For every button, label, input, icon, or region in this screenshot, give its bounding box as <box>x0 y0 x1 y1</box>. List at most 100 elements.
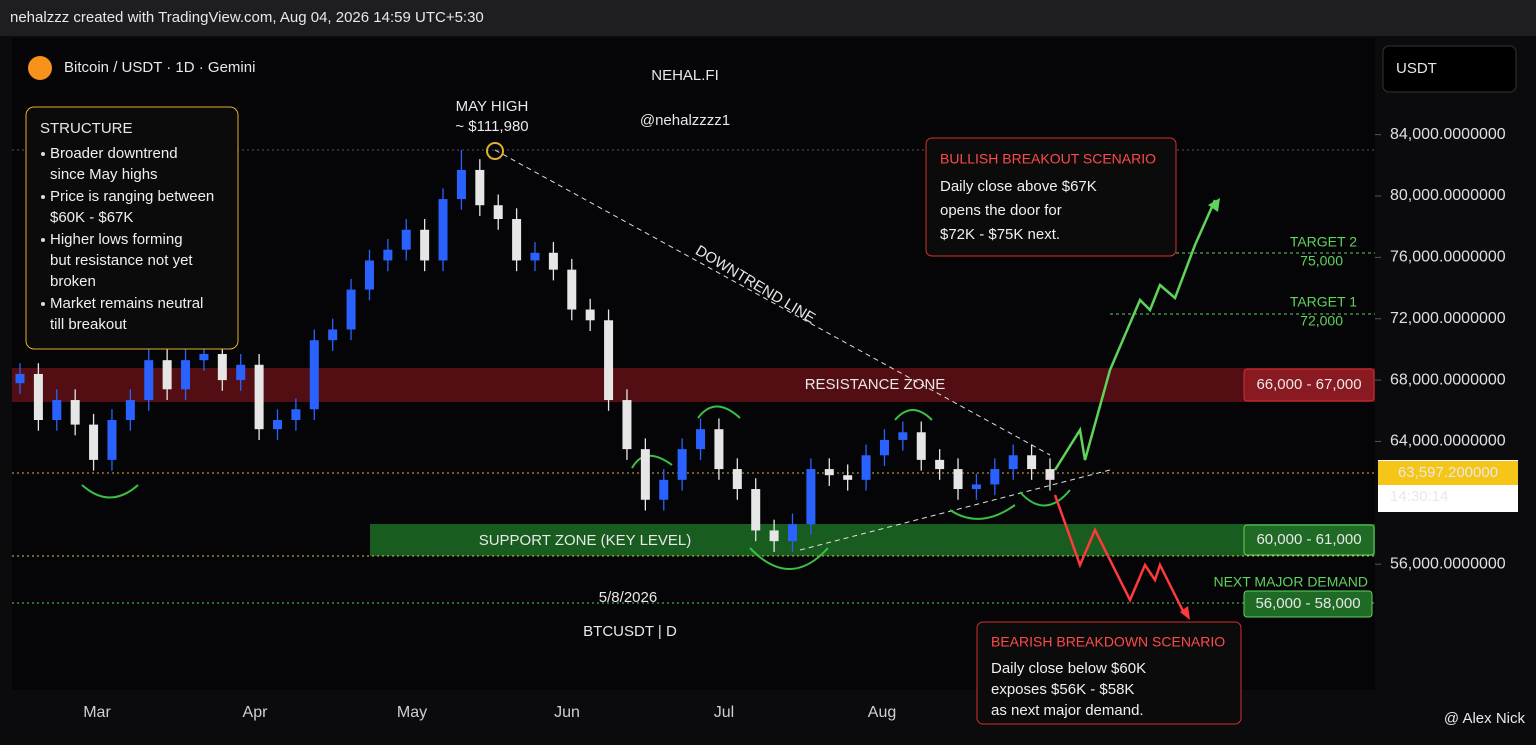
candle-body <box>916 432 926 460</box>
may-high-value: ~ $111,980 <box>455 118 528 135</box>
candle-body <box>383 249 393 261</box>
price-label: 63,597.200000 <box>1398 464 1498 481</box>
target2-value: 75,000 <box>1300 253 1343 269</box>
bullet-dot <box>41 302 45 306</box>
candle-body <box>254 364 264 430</box>
support-label: SUPPORT ZONE (KEY LEVEL) <box>479 532 692 549</box>
candle-body <box>714 429 724 470</box>
target1-label: TARGET 1 <box>1290 294 1357 310</box>
target1-value: 72,000 <box>1300 313 1343 329</box>
header-bar <box>0 0 1536 36</box>
candle-body <box>696 429 706 450</box>
may-high: MAY HIGH <box>456 98 529 115</box>
y-tick-label: 84,000.0000000 <box>1390 126 1506 143</box>
candle-body <box>604 320 614 401</box>
y-tick-label: 76,000.0000000 <box>1390 249 1506 266</box>
bullish-box <box>925 137 1177 257</box>
footer-symbol: BTCUSDT | D <box>583 623 677 640</box>
x-tick-label: May <box>397 704 427 721</box>
candle-body <box>162 360 172 390</box>
demand-tag <box>1243 590 1373 618</box>
candle-body <box>622 400 632 450</box>
bullish-line: $72K - $75K next. <box>940 226 1060 243</box>
footer-date: 5/8/2026 <box>599 589 657 606</box>
candle-body <box>70 400 80 425</box>
y-tick-label: 68,000.0000000 <box>1390 371 1506 388</box>
candle-body <box>843 475 853 480</box>
candle-body <box>1027 455 1037 470</box>
currency: USDT <box>1396 60 1437 77</box>
candle-body <box>971 484 981 490</box>
bearish-arrowhead <box>1180 606 1190 620</box>
bearish-line: as next major demand. <box>991 702 1144 719</box>
bullish-path <box>1053 199 1217 471</box>
handle: @nehalzzzz1 <box>640 112 730 129</box>
bullish-title: BULLISH BREAKOUT SCENARIO <box>940 151 1156 167</box>
candle-body <box>567 269 577 310</box>
x-tick-label: Jul <box>714 704 734 721</box>
candle-body <box>273 419 282 430</box>
candle-body <box>788 524 797 542</box>
candle-body <box>217 354 227 381</box>
x-tick-label: Jun <box>554 704 580 721</box>
candle-body <box>33 373 43 420</box>
bearish-path <box>1053 494 1187 616</box>
candle-body <box>144 360 154 401</box>
bullet-dot <box>41 238 45 242</box>
candle-body <box>861 455 871 480</box>
candle-body <box>677 449 687 480</box>
bearish-line: Daily close below $60K <box>991 660 1146 677</box>
candle-body <box>953 469 963 490</box>
candle-body <box>125 400 135 420</box>
candle-body <box>15 373 25 384</box>
candle-body <box>548 252 558 270</box>
candle-body <box>879 439 889 456</box>
candle-body <box>751 489 761 531</box>
credit: @ Alex Nick <box>1444 710 1526 727</box>
candle-body <box>364 260 374 290</box>
candles <box>15 149 1055 552</box>
candle-body <box>401 229 411 250</box>
candle-body <box>89 424 99 460</box>
structure-title: STRUCTURE <box>40 120 133 137</box>
candle-body <box>640 449 650 500</box>
bullet-dot <box>41 195 45 199</box>
x-tick-label: Mar <box>83 704 111 721</box>
demand-range: 56,000 - 58,000 <box>1255 595 1360 612</box>
candle-body <box>291 409 301 420</box>
candle-body <box>1045 469 1055 480</box>
bullet-text: Market remains neutral <box>50 295 203 312</box>
candle-body <box>456 169 466 200</box>
bullet-text: since May highs <box>50 166 158 183</box>
resistance-zone <box>12 368 1375 402</box>
symbol: Bitcoin / USDT · 1D · Gemini <box>64 59 255 76</box>
bullet-text: $60K - $67K <box>50 209 133 226</box>
price-tag-top <box>1378 461 1518 485</box>
candle-body <box>346 289 356 330</box>
bullish-line: opens the door for <box>940 202 1062 219</box>
candle-body <box>199 354 209 361</box>
resistance-range: 66,000 - 67,000 <box>1256 376 1361 393</box>
bullet-text: Broader downtrend <box>50 145 178 162</box>
candle-body <box>1008 455 1018 470</box>
candle-body <box>824 469 834 476</box>
may-high-marker <box>486 142 504 160</box>
structure-box <box>25 106 239 350</box>
candle-body <box>769 530 779 542</box>
candle-body <box>475 169 485 206</box>
resistance-label: RESISTANCE ZONE <box>805 376 946 393</box>
bearish-line: exposes $56K - $58K <box>991 681 1134 698</box>
y-tick-label: 56,000.0000000 <box>1390 555 1506 572</box>
bullish-arrowhead <box>1208 198 1220 212</box>
candle-body <box>935 459 945 470</box>
y-tick-label: 80,000.0000000 <box>1390 187 1506 204</box>
btc-icon <box>28 56 52 80</box>
candle-body <box>438 199 448 261</box>
candle-body <box>659 479 669 500</box>
candle-body <box>236 364 246 381</box>
candle-body <box>990 469 1000 485</box>
watermark: NEHAL.FI <box>651 67 719 84</box>
support-zone <box>370 524 1375 556</box>
y-tick-label: 64,000.0000000 <box>1390 433 1506 450</box>
